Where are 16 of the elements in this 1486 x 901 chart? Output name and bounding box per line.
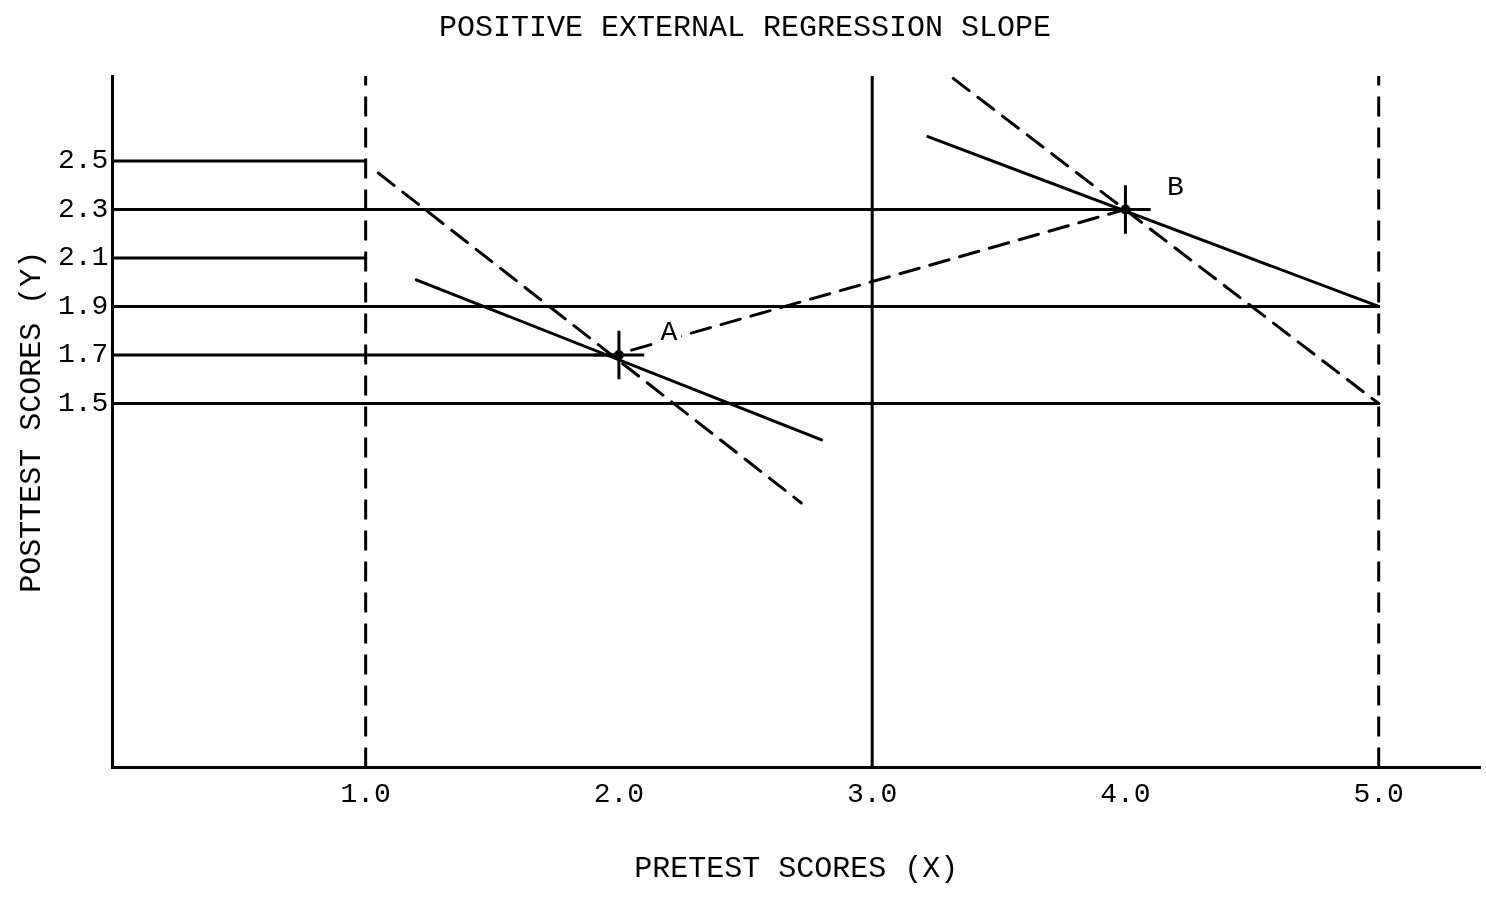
chart-title: POSITIVE EXTERNAL REGRESSION SLOPE <box>438 10 1052 45</box>
annotation: A <box>660 317 678 349</box>
y-tick-label: 2.1 <box>57 242 109 274</box>
y-axis-title: POSTTEST SCORES (Y) <box>14 250 49 593</box>
x-tick-label: 4.0 <box>1100 778 1151 810</box>
y-tick-label: 1.9 <box>57 290 109 322</box>
y-tick-label: 1.5 <box>57 387 109 419</box>
x-tick-label: 2.0 <box>593 778 645 810</box>
x-axis-title: PRETEST SCORES (X) <box>634 851 959 886</box>
x-tick-label: 1.0 <box>340 778 391 810</box>
y-tick-label: 2.3 <box>57 193 109 225</box>
x-tick-label: 5.0 <box>1353 778 1404 810</box>
y-tick-label: 2.5 <box>57 145 109 177</box>
x-tick-label: 3.0 <box>846 778 898 810</box>
y-tick-label: 1.7 <box>57 339 109 371</box>
annotation: B <box>1167 171 1184 203</box>
